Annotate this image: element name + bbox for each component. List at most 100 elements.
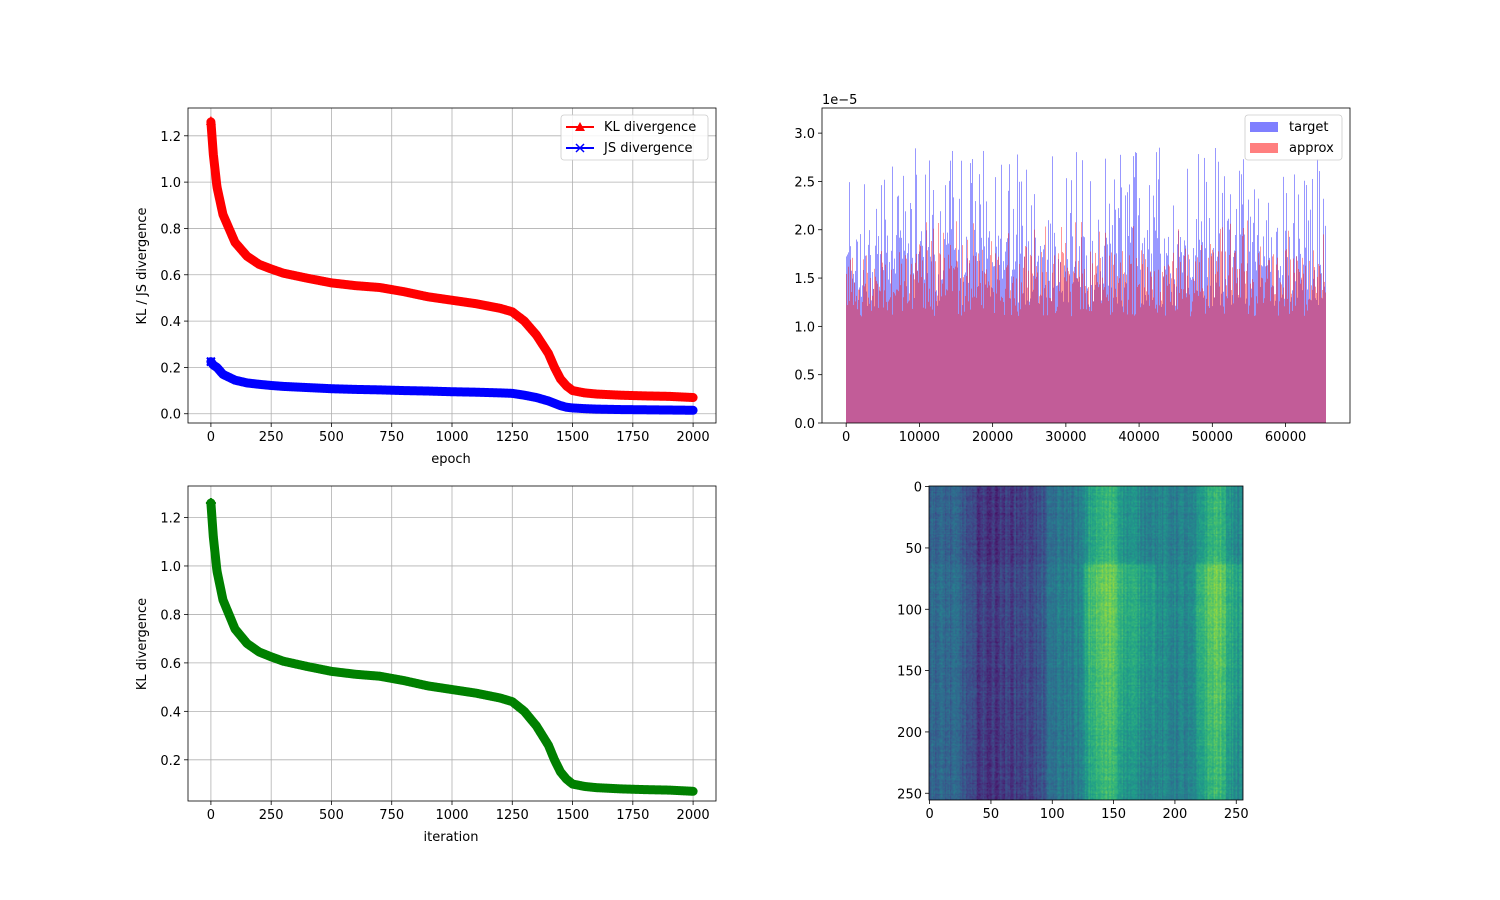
ax4-y-tick-label: 0 <box>914 481 922 496</box>
ax2-x-tick-label: 20000 <box>972 430 1013 445</box>
legend-approx-label: approx <box>1289 141 1334 156</box>
approx-bar <box>942 283 943 423</box>
approx-bar <box>969 260 970 423</box>
approx-bar <box>1213 252 1214 423</box>
ax3-y-tick-label: 0.6 <box>160 657 181 672</box>
approx-bar <box>1271 287 1272 423</box>
approx-bar <box>1195 261 1196 423</box>
approx-bar <box>972 297 973 423</box>
ax1-x-tick-label: 2000 <box>677 430 710 445</box>
ax1-x-tick-label: 1250 <box>496 430 529 445</box>
approx-bar <box>914 279 915 423</box>
approx-bar <box>929 288 930 423</box>
approx-bar <box>1063 253 1064 423</box>
approx-bar <box>1248 313 1249 423</box>
approx-bar <box>1237 269 1238 423</box>
approx-bar <box>896 289 897 423</box>
approx-bar <box>1269 260 1270 423</box>
approx-bar <box>1040 294 1041 423</box>
approx-bar <box>918 282 919 423</box>
approx-bar <box>1091 311 1092 423</box>
approx-bar <box>1171 278 1172 423</box>
approx-bar <box>1300 283 1301 423</box>
approx-bar <box>849 300 850 423</box>
ax3-x-tick-label: 1000 <box>435 808 468 823</box>
approx-bar <box>1214 297 1215 423</box>
approx-bar <box>1014 298 1015 423</box>
target-bar <box>892 166 893 423</box>
approx-bar <box>1123 312 1124 423</box>
approx-bar <box>998 256 999 423</box>
approx-bar <box>911 263 912 423</box>
approx-bar <box>1149 305 1150 423</box>
approx-bar <box>1298 268 1299 423</box>
approx-bar <box>870 278 871 423</box>
approx-bar <box>1206 298 1207 423</box>
ax4-frame <box>928 485 1244 801</box>
approx-bar <box>1133 226 1134 423</box>
ax2-y-tick-label: 0.5 <box>794 369 815 384</box>
approx-bar <box>992 288 993 423</box>
approx-bar <box>1023 267 1024 423</box>
ax3-y-tick-label: 0.8 <box>160 608 181 623</box>
ax4-x-tick-label: 200 <box>1163 807 1188 822</box>
target-bar <box>961 160 962 423</box>
approx-bar <box>1065 242 1066 423</box>
approx-bar <box>1222 227 1223 423</box>
approx-bar <box>1228 275 1229 423</box>
approx-bar <box>931 241 932 423</box>
approx-bar <box>959 290 960 423</box>
legend-kl-triangle-icon <box>575 122 585 131</box>
approx-bar <box>977 286 978 423</box>
target-bar <box>1149 185 1150 423</box>
ax4-y-tick-label: 250 <box>897 787 922 802</box>
approx-bar <box>1141 250 1142 423</box>
approx-bar <box>1042 272 1043 423</box>
approx-bar <box>1216 261 1217 423</box>
legend-target-label: target <box>1289 120 1329 135</box>
approx-bar <box>1286 249 1287 423</box>
approx-bar <box>1071 316 1072 423</box>
approx-bar <box>1125 282 1126 423</box>
approx-bar <box>1313 250 1314 423</box>
approx-bar <box>877 283 878 423</box>
ax1-y-tick-label: 0.6 <box>160 269 181 284</box>
approx-bar <box>1187 275 1188 423</box>
approx-bar <box>899 252 900 423</box>
approx-bar <box>1088 287 1089 423</box>
approx-bar <box>950 244 951 423</box>
approx-bar <box>1182 298 1183 423</box>
approx-bar <box>1161 300 1162 423</box>
approx-bar <box>1128 299 1129 423</box>
approx-bar <box>1034 229 1035 423</box>
approx-bar <box>1116 297 1117 423</box>
approx-bar <box>983 308 984 423</box>
approx-bar <box>1064 277 1065 423</box>
approx-bar <box>936 301 937 423</box>
approx-bar <box>1086 309 1087 423</box>
approx-bar <box>920 246 921 423</box>
approx-bar <box>1041 251 1042 423</box>
ax1-x-tick-label: 750 <box>379 430 404 445</box>
approx-bar <box>1225 251 1226 423</box>
approx-bar <box>858 289 859 423</box>
approx-bar <box>1001 296 1002 423</box>
approx-bar <box>1280 282 1281 423</box>
approx-bar <box>1275 294 1276 423</box>
approx-bar <box>1231 290 1232 423</box>
ax2-x-tick-label: 30000 <box>1045 430 1086 445</box>
approx-bar <box>1126 274 1127 423</box>
ax1-x-tick-label: 1750 <box>616 430 649 445</box>
approx-bar <box>1120 262 1121 423</box>
ax2-x-tick-label: 60000 <box>1265 430 1306 445</box>
approx-bar <box>1074 273 1075 423</box>
approx-bar <box>852 257 853 423</box>
approx-bar <box>901 263 902 423</box>
approx-bar <box>1085 286 1086 423</box>
approx-bar <box>1073 271 1074 423</box>
approx-bar <box>1152 289 1153 423</box>
legend-js-label: JS divergence <box>603 141 693 156</box>
approx-bar <box>989 285 990 423</box>
approx-bar <box>1305 265 1306 423</box>
ax1-x-tick-label: 1500 <box>556 430 589 445</box>
